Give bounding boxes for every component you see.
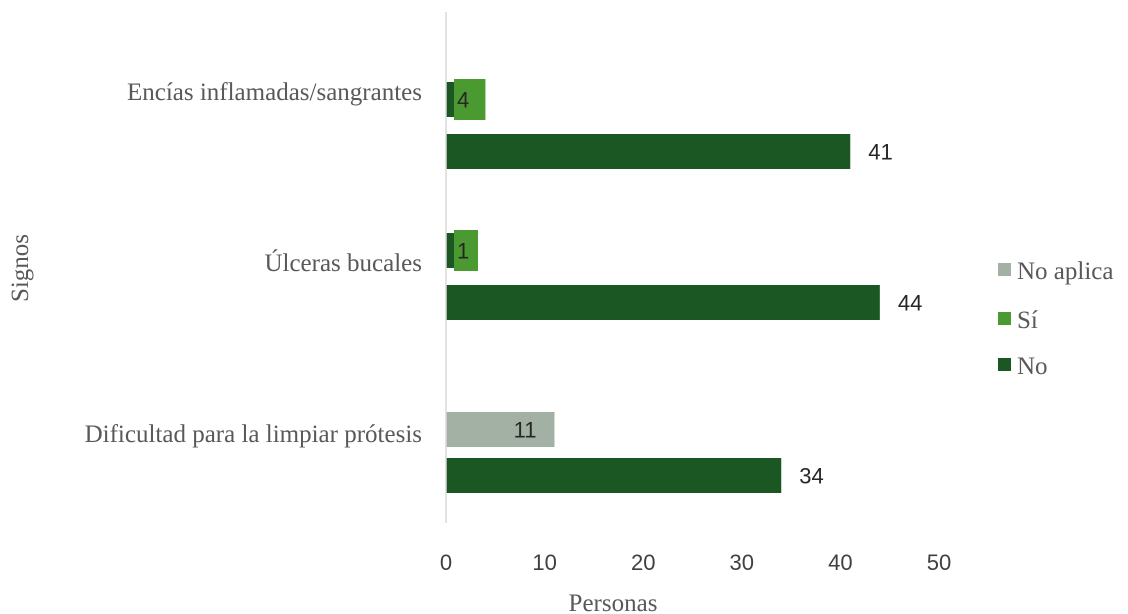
x-tick-label: 30 <box>730 550 754 575</box>
x-axis-title: Personas <box>569 590 658 614</box>
x-tick-label: 10 <box>532 550 556 575</box>
bar-no <box>446 134 851 169</box>
data-label-no-aplica: 11 <box>514 418 537 443</box>
x-tick-label: 40 <box>828 550 852 575</box>
x-tick-label: 0 <box>440 550 452 575</box>
data-label-no: 34 <box>799 464 823 489</box>
legend-swatch <box>998 312 1011 325</box>
legend: No aplica Sí No <box>998 258 1113 380</box>
bar-si-stub <box>446 233 454 268</box>
x-tick-labels: 0 10 20 30 40 50 <box>440 550 951 575</box>
y-axis-title: Signos <box>7 234 34 302</box>
legend-label: Sí <box>1017 307 1038 334</box>
category-label: Úlceras bucales <box>264 249 422 277</box>
legend-swatch <box>998 358 1011 371</box>
category-label: Dificultad para la limpiar prótesis <box>85 421 422 448</box>
bars-layer <box>446 79 880 493</box>
x-tick-label: 20 <box>631 550 655 575</box>
data-label-si: 1 <box>457 239 469 264</box>
bar-si <box>454 79 486 120</box>
bar-no-aplica <box>446 412 555 447</box>
legend-label: No aplica <box>1017 258 1113 285</box>
bar-si-stub <box>446 82 454 117</box>
bar-no <box>446 458 782 493</box>
legend-label: No <box>1017 353 1048 380</box>
category-labels: Encías inflamadas/sangrantes Úlceras buca… <box>85 79 422 448</box>
bar-no <box>446 285 880 320</box>
legend-swatch <box>998 263 1011 276</box>
data-label-no: 41 <box>868 140 892 165</box>
bar-si <box>454 230 478 271</box>
data-label-si: 4 <box>457 88 469 113</box>
data-label-no: 44 <box>898 291 922 316</box>
category-label: Encías inflamadas/sangrantes <box>127 79 422 106</box>
x-tick-label: 50 <box>927 550 951 575</box>
